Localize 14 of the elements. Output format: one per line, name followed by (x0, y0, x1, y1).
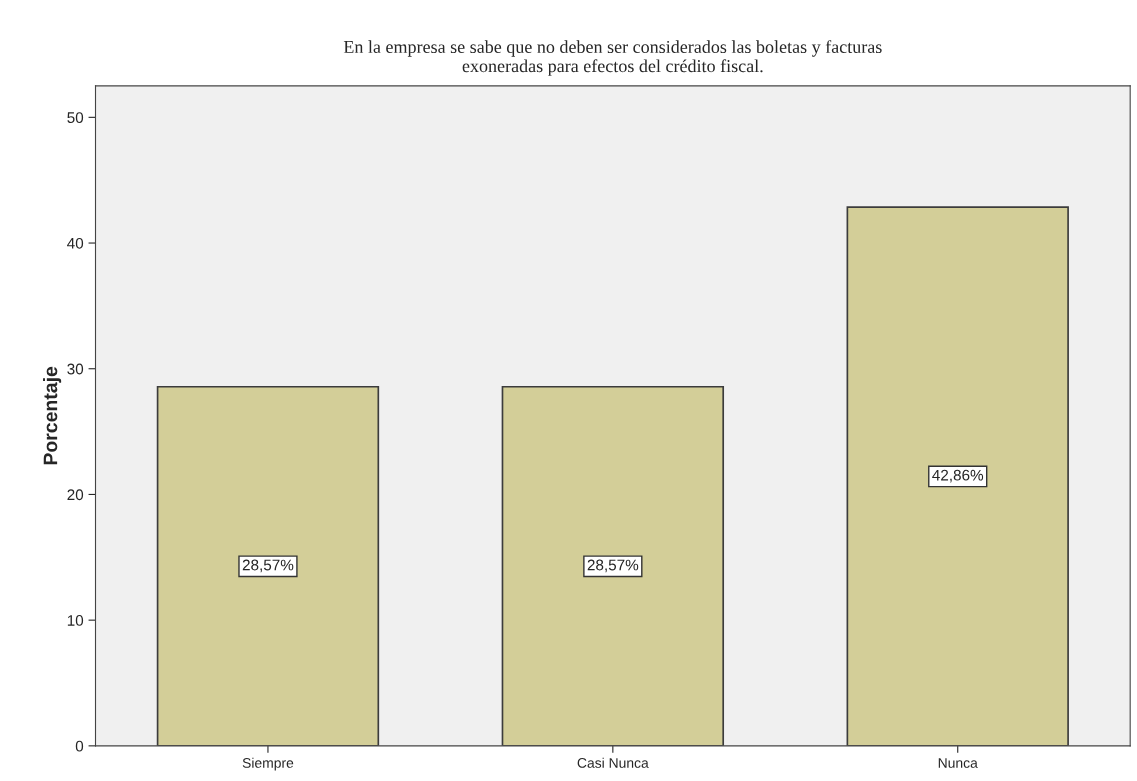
y-tick-label: 20 (67, 489, 84, 501)
data-label: 42,86% (932, 469, 984, 483)
y-tick-label: 0 (75, 740, 84, 752)
y-tick-label: 40 (67, 237, 84, 249)
y-tick-label: 10 (67, 615, 84, 626)
data-label: 28,57% (242, 559, 294, 573)
x-tick-label: Nunca (938, 758, 978, 768)
x-tick-label: Casi Nunca (577, 757, 649, 768)
chart-title: En la empresa se sabe que no deben ser considerados las boletas y facturas exoneradas para efectos del crédito fiscal. (343, 40, 882, 76)
data-label: 28,57% (587, 559, 639, 573)
y-axis-title: Porcentaje (43, 366, 62, 465)
y-tick-label: 50 (67, 112, 84, 124)
x-tick-label: Siempre (242, 757, 294, 771)
y-tick-label: 30 (67, 363, 84, 375)
